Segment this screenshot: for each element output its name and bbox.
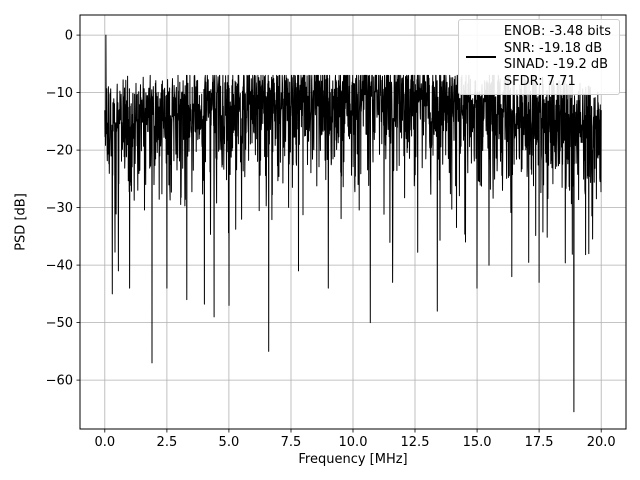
x-tick-label: 10.0 [339,435,368,450]
x-tick-label: 2.5 [157,435,178,450]
x-tick-label: 5.0 [219,435,240,450]
x-tick-label: 15.0 [463,435,492,450]
y-tick-label: 0 [65,29,73,44]
y-tick-label: −40 [46,259,73,274]
legend: ENOB: -3.48 bits SNR: -19.18 dB SINAD: -… [457,19,620,95]
y-tick-label: −50 [46,316,73,331]
x-axis-label: Frequency [MHz] [298,452,408,467]
y-tick-label: −30 [46,201,73,216]
y-tick-label: −10 [46,86,73,101]
legend-line-sample-icon [465,56,496,58]
y-tick-label: −20 [46,144,73,159]
x-tick-label: 0.0 [94,435,115,450]
legend-sfdr: SFDR: 7.71 [503,73,576,89]
psd-series-line [104,34,602,413]
y-tick-label: −60 [46,374,73,389]
x-tick-label: 7.5 [281,435,302,450]
axis-ticks: 0.0 2.5 5.0 7.5 10.0 12.5 15.0 17.5 20.0 0 −10 −20 −… [46,29,616,450]
legend-enob: ENOB: -3.48 bits [503,24,611,39]
legend-sinad: SINAD: -19.2 dB [503,57,609,72]
x-tick-label: 12.5 [401,435,430,450]
legend-text-block: ENOB: -3.48 bits SNR: -19.18 dB SINAD: -… [504,24,611,90]
y-axis-label: PSD [dB] [13,193,29,251]
x-tick-label: 17.5 [525,435,554,450]
x-tick-label: 20.0 [587,435,616,450]
legend-snr: SNR: -19.18 dB [503,40,603,56]
